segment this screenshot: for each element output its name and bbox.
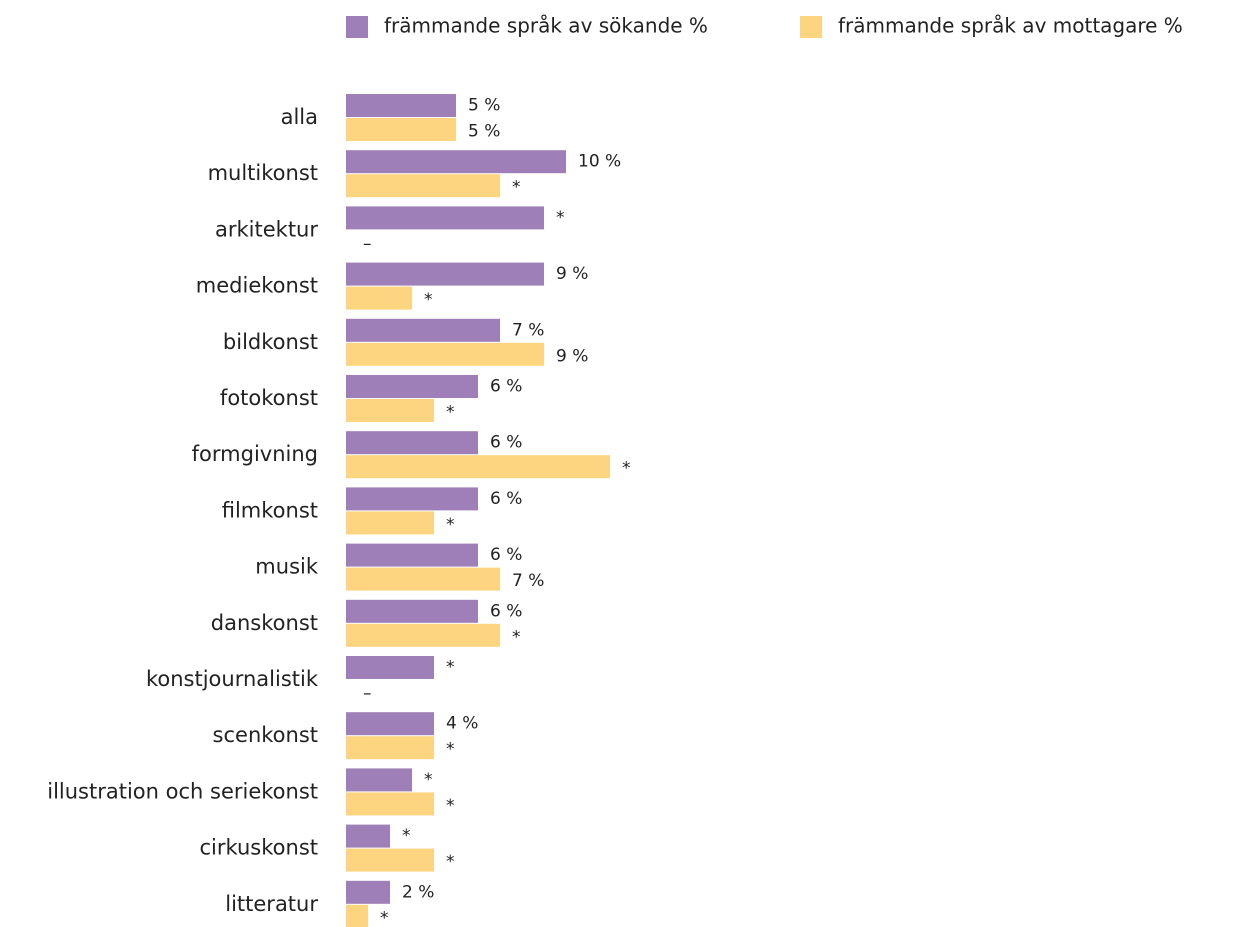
category-label: bildkonst bbox=[223, 330, 318, 354]
category-label: arkitektur bbox=[215, 217, 318, 241]
bar bbox=[346, 431, 478, 455]
bar bbox=[346, 792, 434, 816]
value-label: 7 % bbox=[512, 571, 544, 591]
legend-swatch bbox=[346, 16, 368, 38]
value-label: 5 % bbox=[468, 96, 500, 116]
category-label: cirkuskonst bbox=[199, 836, 318, 860]
value-label: * bbox=[446, 658, 455, 678]
legend-swatch bbox=[800, 16, 822, 38]
bar bbox=[346, 904, 368, 927]
value-label: * bbox=[512, 627, 521, 647]
bar bbox=[346, 174, 500, 198]
value-label: 10 % bbox=[578, 152, 621, 172]
value-label: – bbox=[363, 684, 372, 704]
value-label: * bbox=[556, 208, 565, 228]
bar bbox=[346, 848, 434, 872]
value-label: 2 % bbox=[402, 882, 434, 902]
value-label: * bbox=[380, 908, 389, 927]
bar bbox=[346, 824, 390, 848]
value-label: 4 % bbox=[446, 714, 478, 734]
value-label: 6 % bbox=[490, 433, 522, 453]
value-label: * bbox=[424, 770, 433, 790]
value-label: 6 % bbox=[490, 489, 522, 509]
value-label: 7 % bbox=[512, 320, 544, 340]
value-label: 9 % bbox=[556, 346, 588, 366]
bar bbox=[346, 286, 412, 310]
value-label: 6 % bbox=[490, 377, 522, 397]
category-label: filmkonst bbox=[222, 498, 318, 522]
category-label: alla bbox=[281, 105, 318, 129]
bar bbox=[346, 342, 544, 366]
bar bbox=[346, 118, 456, 141]
value-label: 6 % bbox=[490, 545, 522, 565]
category-label: litteratur bbox=[225, 892, 318, 916]
bar bbox=[346, 880, 390, 904]
value-label: * bbox=[446, 852, 455, 872]
category-label: fotokonst bbox=[220, 386, 318, 410]
bar bbox=[346, 768, 412, 792]
bar bbox=[346, 487, 478, 511]
bar bbox=[346, 567, 500, 591]
category-label: scenkonst bbox=[213, 723, 318, 747]
bar bbox=[346, 656, 434, 679]
value-label: 6 % bbox=[490, 601, 522, 621]
value-label: 5 % bbox=[468, 122, 500, 142]
category-label: konstjournalistik bbox=[146, 667, 319, 691]
bar bbox=[346, 399, 434, 422]
value-label: * bbox=[446, 796, 455, 816]
bar bbox=[346, 455, 610, 479]
value-label: * bbox=[402, 826, 411, 846]
value-label: * bbox=[424, 290, 433, 310]
bar bbox=[346, 375, 478, 398]
bar bbox=[346, 736, 434, 760]
bar bbox=[346, 623, 500, 647]
value-label: 9 % bbox=[556, 264, 588, 284]
value-label: * bbox=[446, 515, 455, 535]
bar bbox=[346, 206, 544, 230]
bar bbox=[346, 94, 456, 117]
category-label: musik bbox=[255, 555, 319, 579]
value-label: – bbox=[363, 234, 372, 254]
category-label: formgivning bbox=[192, 442, 318, 466]
value-label: * bbox=[622, 459, 631, 479]
value-label: * bbox=[446, 403, 455, 423]
bar bbox=[346, 150, 566, 174]
bar bbox=[346, 599, 478, 623]
bar bbox=[346, 318, 500, 342]
bar bbox=[346, 712, 434, 736]
value-label: * bbox=[446, 740, 455, 760]
legend-label: främmande språk av sökande % bbox=[384, 14, 708, 38]
category-label: danskonst bbox=[211, 611, 318, 635]
category-label: mediekonst bbox=[196, 274, 318, 298]
bar bbox=[346, 543, 478, 567]
value-label: * bbox=[512, 178, 521, 198]
category-label: illustration och seriekonst bbox=[47, 779, 318, 803]
bar bbox=[346, 262, 544, 286]
category-label: multikonst bbox=[208, 161, 318, 185]
bar bbox=[346, 511, 434, 535]
legend-label: främmande språk av mottagare % bbox=[838, 14, 1183, 38]
